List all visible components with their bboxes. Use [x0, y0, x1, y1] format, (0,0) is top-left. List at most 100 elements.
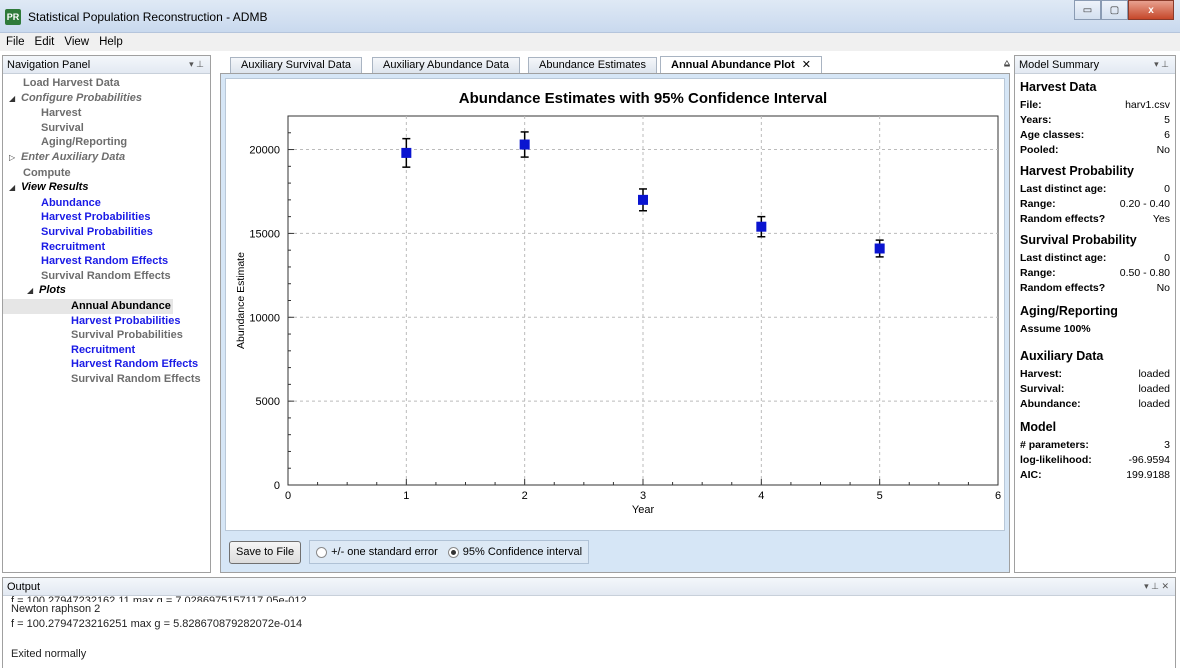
app-icon: PR — [5, 9, 21, 25]
tab-annual-abundance-plot[interactable]: Annual Abundance Plot ✕ — [660, 56, 822, 73]
nav-item-plots[interactable]: ◢ Plots — [3, 283, 210, 299]
pin-icon[interactable]: ▾ ⊥ — [1154, 59, 1169, 69]
nav-item-survival-probabilities[interactable]: Survival Probabilities — [3, 328, 210, 343]
nav-item-abundance[interactable]: Abundance — [3, 196, 210, 211]
summary-heading-harvest-prob: Harvest Probability — [1020, 164, 1134, 178]
tab-label: Annual Abundance Plot — [671, 59, 795, 71]
menu-help[interactable]: Help — [99, 36, 123, 48]
summary-heading-harvest-data: Harvest Data — [1020, 80, 1097, 94]
nav-item-load-harvest-data[interactable]: Load Harvest Data — [3, 76, 210, 91]
summary-value: Yes — [1152, 213, 1170, 225]
summary-row: Years: 5 — [1020, 113, 1170, 128]
summary-row: log-likelihood: -96.9594 — [1020, 453, 1170, 468]
summary-key: log-likelihood: — [1020, 454, 1092, 466]
output-line: f = 100.2794723216251 max g = 5.82867087… — [11, 618, 303, 630]
nav-item-recruitment[interactable]: Recruitment — [3, 343, 210, 358]
nav-item-recruitment[interactable]: Recruitment — [3, 240, 210, 255]
summary-key: Pooled: — [1020, 144, 1059, 156]
nav-item-label: Harvest Probabilities — [71, 314, 181, 327]
summary-value: harv1.csv — [1125, 99, 1170, 111]
summary-value: loaded — [1138, 383, 1170, 395]
pin-icon[interactable]: ▾ ⊥ — [189, 59, 204, 69]
tab-auxiliary-survival-data[interactable]: Auxiliary Survival Data — [230, 57, 363, 73]
nav-item-survival-random-effects[interactable]: Survival Random Effects — [3, 269, 210, 284]
nav-item-harvest-probabilities[interactable]: Harvest Probabilities — [3, 210, 210, 225]
nav-item-label: Survival Probabilities — [71, 329, 183, 342]
nav-item-survival[interactable]: Survival — [3, 121, 210, 136]
summary-row: Random effects? Yes — [1020, 212, 1170, 227]
nav-item-aging-reporting[interactable]: Aging/Reporting — [3, 135, 210, 150]
tab-close-icon[interactable]: ✕ — [801, 59, 811, 71]
minimize-button[interactable]: ▭ — [1074, 0, 1101, 20]
nav-item-harvest-probabilities[interactable]: Harvest Probabilities — [3, 314, 210, 329]
y-tick-label: 20000 — [249, 145, 280, 157]
output-line: Exited normally — [11, 648, 87, 660]
summary-value: 199.9188 — [1126, 469, 1170, 481]
nav-item-harvest-random-effects[interactable]: Harvest Random Effects — [3, 254, 210, 269]
x-tick-label: 3 — [640, 490, 646, 502]
nav-item-survival-probabilities[interactable]: Survival Probabilities — [3, 225, 210, 240]
summary-value: No — [1156, 282, 1170, 294]
x-tick-label: 1 — [403, 490, 409, 502]
y-tick-label: 15000 — [249, 228, 280, 240]
nav-item-survival-random-effects[interactable]: Survival Random Effects — [3, 372, 210, 387]
nav-item-label: Recruitment — [41, 240, 106, 253]
output-header: Output ▾ ⊥ ✕ — [3, 578, 1175, 596]
navigation-panel-header: Navigation Panel ▾ ⊥ — [3, 56, 210, 74]
tab-abundance-estimates[interactable]: Abundance Estimates — [528, 57, 658, 73]
summary-key: Last distinct age: — [1020, 252, 1107, 264]
summary-value: loaded — [1138, 368, 1170, 380]
expand-arrow-icon[interactable]: ◢ — [9, 93, 16, 103]
nav-item-label: Survival Random Effects — [71, 372, 201, 385]
x-tick-label: 2 — [522, 490, 528, 502]
expand-arrow-icon[interactable]: ◢ — [9, 183, 16, 193]
nav-item-harvest-random-effects[interactable]: Harvest Random Effects — [3, 357, 210, 372]
nav-item-label: Survival Random Effects — [41, 269, 171, 282]
summary-row: Age classes: 6 — [1020, 128, 1170, 143]
nav-item-label: Compute — [23, 166, 71, 179]
x-axis-label: Year — [632, 504, 655, 516]
nav-item-configure-probabilities[interactable]: ◢ Configure Probabilities — [3, 91, 210, 107]
abundance-chart: Abundance Estimates with 95% Confidence … — [235, 90, 1001, 516]
window-controls: ▭ ▢ x — [1074, 0, 1174, 20]
tab-overflow-icon[interactable]: ⩠ — [1003, 58, 1010, 69]
summary-key: Years: — [1020, 114, 1052, 126]
summary-heading-survival-prob: Survival Probability — [1020, 233, 1137, 247]
summary-row: # parameters: 3 — [1020, 438, 1170, 453]
summary-key: Range: — [1020, 198, 1056, 210]
nav-item-label: Plots — [39, 284, 66, 297]
window-title: Statistical Population Reconstruction - … — [28, 10, 268, 24]
maximize-button[interactable]: ▢ — [1101, 0, 1128, 20]
summary-row: Pooled: No — [1020, 143, 1170, 158]
model-summary-header: Model Summary ▾ ⊥ — [1015, 56, 1175, 74]
standard-error-radio[interactable]: +/- one standard error — [316, 546, 438, 558]
nav-item-view-results[interactable]: ◢ View Results — [3, 180, 210, 196]
summary-value: 0 — [1164, 183, 1170, 195]
summary-row: Range: 0.20 - 0.40 — [1020, 197, 1170, 212]
data-point — [519, 139, 530, 150]
output-line — [11, 632, 1167, 647]
expand-arrow-icon[interactable]: ◢ — [27, 286, 34, 296]
nav-item-annual-abundance[interactable]: Annual Abundance — [3, 298, 173, 314]
menu-file[interactable]: File — [6, 36, 25, 48]
data-point — [756, 221, 767, 232]
menu-edit[interactable]: Edit — [34, 36, 55, 48]
summary-key: Age classes: — [1020, 129, 1085, 141]
nav-item-harvest[interactable]: Harvest — [3, 106, 210, 121]
menu-view[interactable]: View — [64, 36, 90, 48]
save-to-file-button[interactable]: Save to File — [229, 540, 302, 564]
nav-item-label: View Results — [21, 181, 89, 194]
tab-auxiliary-abundance-data[interactable]: Auxiliary Abundance Data — [372, 57, 520, 73]
summary-row: File: harv1.csv — [1020, 98, 1170, 113]
nav-item-compute[interactable]: Compute — [3, 166, 210, 181]
close-window-button[interactable]: x — [1128, 0, 1174, 20]
pin-icon[interactable]: ▾ ⊥ ✕ — [1144, 581, 1169, 591]
output-line-clipped: f = 100.27947232162 11 max g = 7.0286975… — [11, 595, 307, 602]
nav-item-label: Enter Auxiliary Data — [21, 150, 126, 163]
expand-arrow-icon[interactable]: ▷ — [9, 152, 16, 162]
nav-item-enter-auxiliary-data[interactable]: ▷ Enter Auxiliary Data — [3, 150, 210, 166]
confidence-interval-radio[interactable]: 95% Confidence interval — [447, 546, 582, 558]
radio-on-icon — [447, 546, 459, 558]
summary-row: Random effects? No — [1020, 281, 1170, 296]
y-tick-label: 10000 — [249, 312, 280, 324]
